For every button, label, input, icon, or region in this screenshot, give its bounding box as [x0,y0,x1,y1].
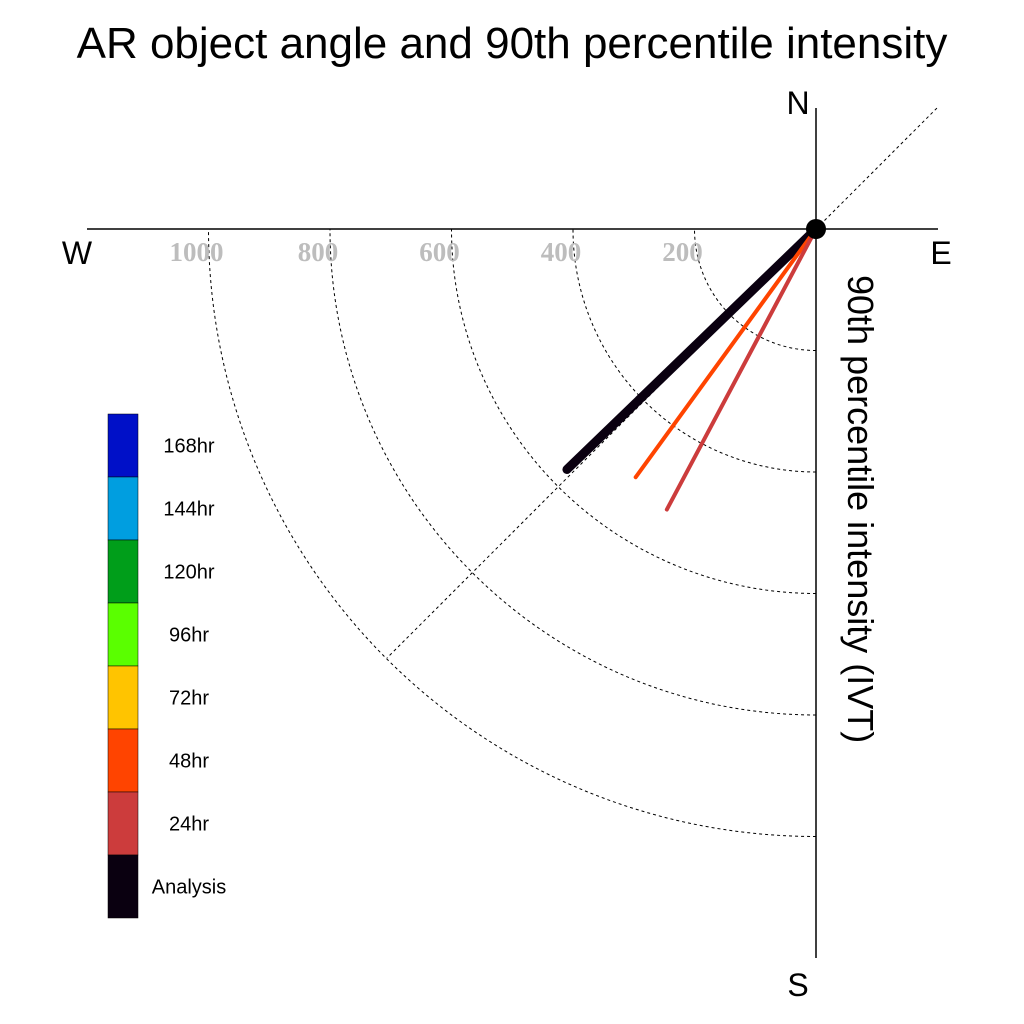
legend-label-144hr: 144hr [163,499,214,521]
series-line-24hr [664,227,818,512]
compass-west: W [62,235,93,271]
arc-200 [694,228,817,351]
arc-1000 [208,228,817,837]
compass-east: E [930,235,951,271]
tick-label-400: 400 [541,237,582,267]
intensity-arcs [208,228,817,837]
series-lines [562,224,821,512]
arc-400 [572,228,817,473]
legend-swatch-72hr [107,665,139,730]
legend-swatch-120hr [107,539,139,604]
legend-label-120hr: 120hr [163,562,214,584]
ne-diagonal-line [815,106,939,230]
legend-swatch-144hr [107,476,139,541]
legend-swatch-96hr [107,602,139,667]
origin-marker [806,219,826,239]
legend-label-48hr: 48hr [169,751,209,773]
compass-axes [87,106,939,958]
tick-label-200: 200 [662,237,703,267]
compass-south: S [787,967,808,1003]
legend-label-analysis: Analysis [152,877,226,899]
legend-swatch-48hr [107,728,139,793]
legend-label-96hr: 96hr [169,625,209,647]
tick-label-1000: 1000 [170,237,224,267]
legend-swatch-24hr [107,791,139,856]
legend-label-168hr: 168hr [163,436,214,458]
series-line-48hr [633,227,818,480]
legend-label-24hr: 24hr [169,814,209,836]
series-line-analysis [562,224,821,475]
arc-600 [451,228,817,594]
tick-label-600: 600 [419,237,460,267]
legend-label-72hr: 72hr [169,688,209,710]
chart-title: AR object angle and 90th percentile inte… [77,19,948,68]
radial-tick-labels: 200 400 600 800 1000 [170,237,703,267]
arc-800 [329,228,817,716]
legend-swatch-analysis [107,854,139,919]
y-axis-label: 90th percentile intensity (IVT) [840,275,881,743]
legend: 168hr 144hr 120hr 96hr 72hr 48hr 24hr Analysis [107,413,226,919]
compass-north: N [786,85,809,121]
tick-label-800: 800 [298,237,339,267]
legend-swatch-168hr [107,413,139,478]
sw-diagonal-line [386,228,817,659]
